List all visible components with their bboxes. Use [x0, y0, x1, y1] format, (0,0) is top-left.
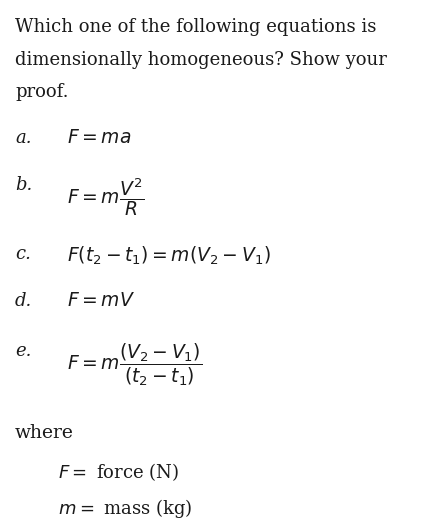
- Text: a.: a.: [15, 129, 31, 147]
- Text: Which one of the following equations is: Which one of the following equations is: [15, 18, 376, 36]
- Text: b.: b.: [15, 176, 32, 194]
- Text: $F = m\dfrac{(V_2 - V_1)}{(t_2 - t_1)}$: $F = m\dfrac{(V_2 - V_1)}{(t_2 - t_1)}$: [67, 342, 202, 388]
- Text: $m =$ mass (kg): $m =$ mass (kg): [58, 497, 193, 520]
- Text: $F = ma$: $F = ma$: [67, 129, 131, 147]
- Text: proof.: proof.: [15, 83, 68, 101]
- Text: $F =$ force (N): $F =$ force (N): [58, 461, 179, 483]
- Text: e.: e.: [15, 342, 31, 360]
- Text: dimensionally homogeneous? Show your: dimensionally homogeneous? Show your: [15, 51, 387, 69]
- Text: where: where: [15, 424, 74, 442]
- Text: $F(t_2 - t_1) = m(V_2 - V_1)$: $F(t_2 - t_1) = m(V_2 - V_1)$: [67, 245, 270, 267]
- Text: d.: d.: [15, 292, 32, 310]
- Text: c.: c.: [15, 245, 31, 262]
- Text: $F = m\dfrac{V^2}{R}$: $F = m\dfrac{V^2}{R}$: [67, 176, 144, 218]
- Text: $F = mV$: $F = mV$: [67, 292, 135, 310]
